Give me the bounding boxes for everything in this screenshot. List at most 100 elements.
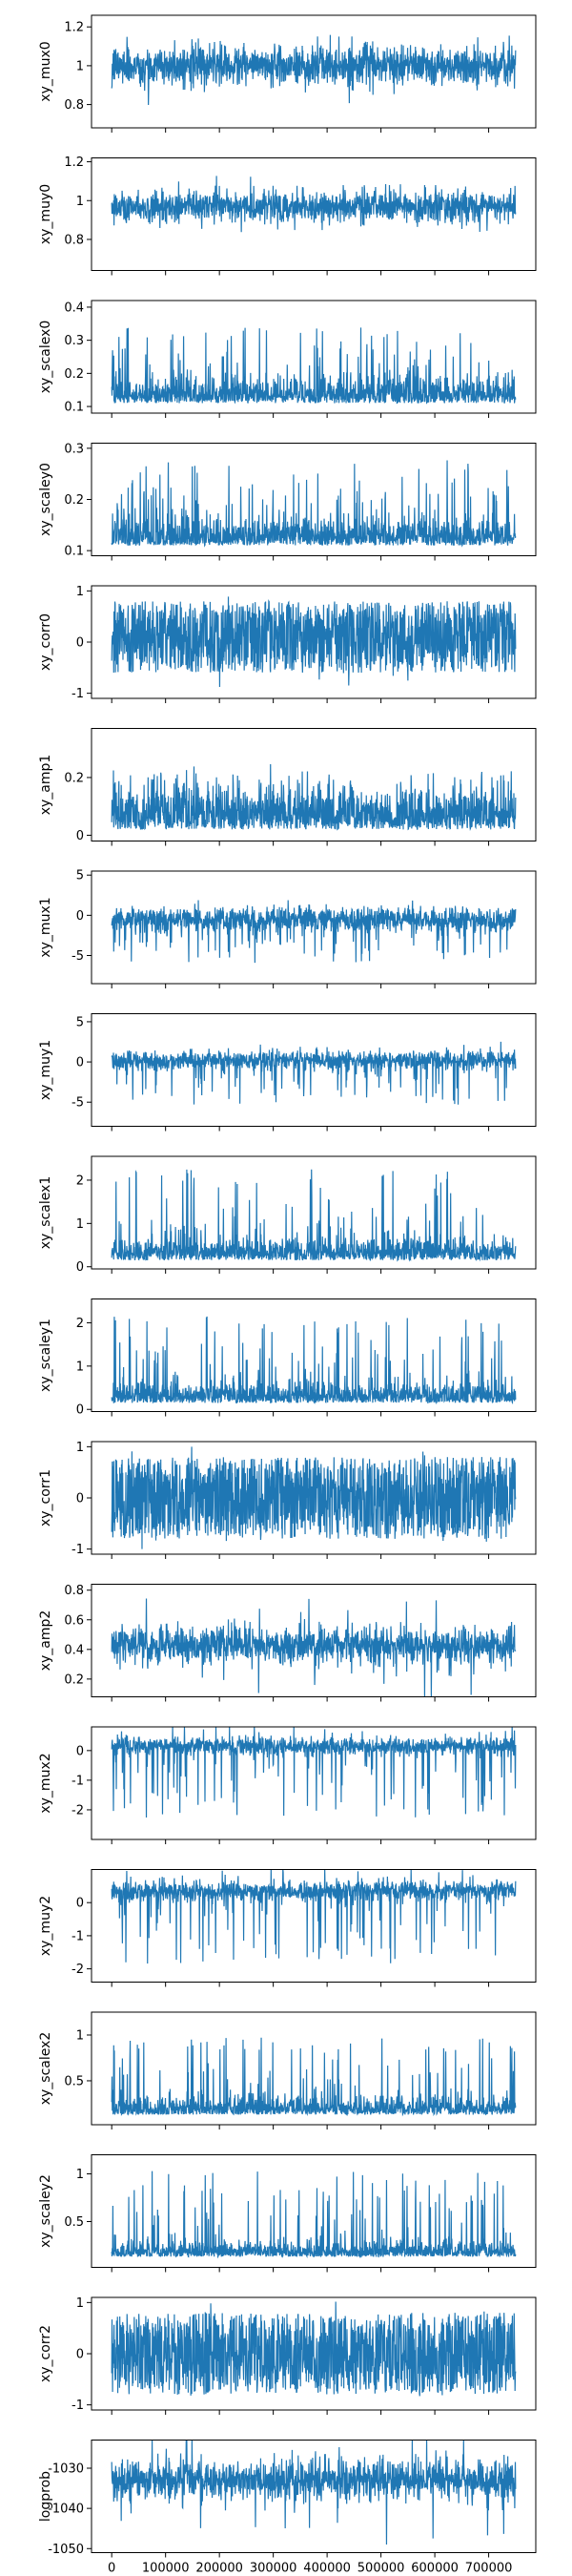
- x-tick-label: 0: [108, 2562, 115, 2576]
- y-tick-label: 0: [76, 1403, 84, 1418]
- y-axis-label: xy_muy0: [38, 184, 53, 244]
- y-tick-label: 0.5: [64, 2215, 84, 2230]
- y-tick-label: 0: [76, 1260, 84, 1275]
- axes-frame: [91, 1298, 537, 1412]
- y-tick-label: 0.1: [64, 545, 84, 559]
- y-tick-label: 0.5: [64, 2074, 84, 2088]
- y-axis-label: xy_scaley2: [38, 2174, 53, 2248]
- panel-xy_muy0: 0.8 1 1.2 xy_muy0: [38, 156, 537, 276]
- series-line-xy_corr0: [111, 596, 517, 687]
- x-tick-label: 600000: [411, 2562, 459, 2576]
- y-tick-label: 0: [76, 909, 84, 924]
- panel-xy_amp2: 0.2 0.4 0.6 0.8 xy_amp2: [38, 1584, 537, 1702]
- y-tick-label: -5: [72, 1096, 84, 1111]
- x-tick-label: 400000: [303, 2562, 351, 2576]
- axes-frame: [91, 1726, 537, 1840]
- x-tick-label: 200000: [195, 2562, 243, 2576]
- axes-frame: [91, 2154, 537, 2268]
- panel-xy_mux2: -2 -1 0 xy_mux2: [38, 1726, 537, 1844]
- y-tick-label: -1050: [48, 2543, 84, 2557]
- y-axis-label: xy_scalex0: [38, 321, 53, 394]
- y-tick-label: 2: [76, 1317, 84, 1331]
- y-tick-label: -2: [72, 1963, 84, 1977]
- x-tick-label: 300000: [250, 2562, 297, 2576]
- y-tick-label: 1: [76, 59, 84, 73]
- y-tick-label: 0.8: [64, 233, 84, 247]
- panel-xy_scalex1: 0 1 2 xy_scalex1: [38, 1155, 537, 1275]
- panel-xy_muy2: -2 -1 0 xy_muy2: [38, 1869, 537, 1987]
- axes-frame: [91, 300, 537, 414]
- series-line-xy_amp2: [111, 1598, 517, 1697]
- series-line-logprob: [111, 2440, 517, 2545]
- y-tick-label: 1: [76, 2028, 84, 2043]
- y-axis-label: xy_muy1: [38, 1040, 53, 1100]
- panel-xy_amp1: 0 0.2 xy_amp1: [38, 728, 537, 846]
- y-tick-label: -1: [72, 687, 84, 701]
- y-tick-label: 0.4: [64, 1643, 84, 1657]
- y-tick-label: 1: [76, 2168, 84, 2182]
- series-line-xy_scaley2: [111, 2171, 517, 2259]
- y-tick-label: 0: [76, 829, 84, 843]
- series-line-xy_scalex2: [111, 2037, 517, 2117]
- y-tick-label: -1: [72, 1929, 84, 1943]
- series-line-xy_amp1: [111, 764, 517, 831]
- axes-frame: [91, 1869, 537, 1983]
- y-tick-label: 0.6: [64, 1613, 84, 1628]
- axes-frame: [91, 728, 537, 841]
- panel-xy_corr2: -1 0 1 xy_corr2: [38, 2296, 537, 2415]
- y-tick-label: 0.3: [64, 442, 84, 456]
- y-tick-label: 0.2: [64, 771, 84, 785]
- y-axis-label: xy_amp1: [38, 755, 53, 816]
- series-line-xy_mux2: [111, 1727, 517, 1818]
- series-line-xy_mux0: [111, 34, 517, 105]
- y-tick-label: 0.4: [64, 301, 84, 315]
- y-axis-label: xy_scalex1: [38, 1176, 53, 1250]
- panel-xy_scaley0: 0.1 0.2 0.3 xy_scaley0: [38, 442, 537, 561]
- y-tick-label: 1: [76, 1441, 84, 1455]
- y-axis-label: xy_muy2: [38, 1896, 53, 1956]
- panel-xy_mux1: -5 0 5 xy_mux1: [38, 869, 537, 988]
- y-axis-label: xy_scalex2: [38, 2032, 53, 2106]
- series-line-xy_muy0: [111, 176, 517, 233]
- y-axis-label: xy_mux2: [38, 1753, 53, 1813]
- y-tick-label: -1: [72, 1543, 84, 1557]
- series-line-xy_corr2: [111, 2301, 517, 2397]
- y-tick-label: -1040: [48, 2503, 84, 2517]
- y-tick-label: 0: [76, 1744, 84, 1758]
- panel-xy_corr1: -1 0 1 xy_corr1: [38, 1441, 537, 1559]
- y-tick-label: 0.1: [64, 401, 84, 415]
- x-tick-label: 500000: [358, 2562, 405, 2576]
- y-axis-label: xy_corr2: [38, 2325, 53, 2382]
- axes-frame: [91, 1584, 537, 1697]
- y-tick-label: 0.3: [64, 334, 84, 348]
- y-tick-label: 0.8: [64, 98, 84, 113]
- y-tick-label: 0.2: [64, 1672, 84, 1687]
- y-tick-label: 0: [76, 1492, 84, 1506]
- y-axis-label: logprob: [38, 2471, 53, 2522]
- y-axis-label: xy_scaley0: [38, 463, 53, 536]
- panel-xy_scalex0: 0.1 0.2 0.3 0.4 xy_scalex0: [38, 300, 537, 418]
- axes-frame: [91, 2440, 537, 2553]
- y-tick-label: 1.2: [64, 21, 84, 35]
- y-tick-label: 1: [76, 585, 84, 599]
- y-tick-label: -1030: [48, 2462, 84, 2477]
- y-axis-label: xy_mux1: [38, 897, 53, 957]
- y-tick-label: 1.2: [64, 156, 84, 170]
- y-tick-label: 0: [76, 1056, 84, 1070]
- y-tick-label: 0.2: [64, 493, 84, 508]
- y-axis-label: xy_amp2: [38, 1610, 53, 1672]
- series-line-xy_muy2: [111, 1869, 517, 1964]
- y-tick-label: 2: [76, 1174, 84, 1188]
- y-tick-label: 1: [76, 1360, 84, 1374]
- y-axis-label: xy_scaley1: [38, 1319, 53, 1392]
- y-tick-label: 0: [76, 2348, 84, 2362]
- y-axis-label: xy_mux0: [38, 41, 53, 101]
- series-line-xy_muy1: [111, 1041, 517, 1105]
- y-tick-label: 1: [76, 2296, 84, 2311]
- series-line-xy_scaley1: [111, 1316, 517, 1405]
- y-tick-label: -1: [72, 1774, 84, 1788]
- panel-xy_scaley1: 0 1 2 xy_scaley1: [38, 1298, 537, 1418]
- series-line-xy_scalex1: [111, 1169, 517, 1262]
- axes-frame: [91, 157, 537, 271]
